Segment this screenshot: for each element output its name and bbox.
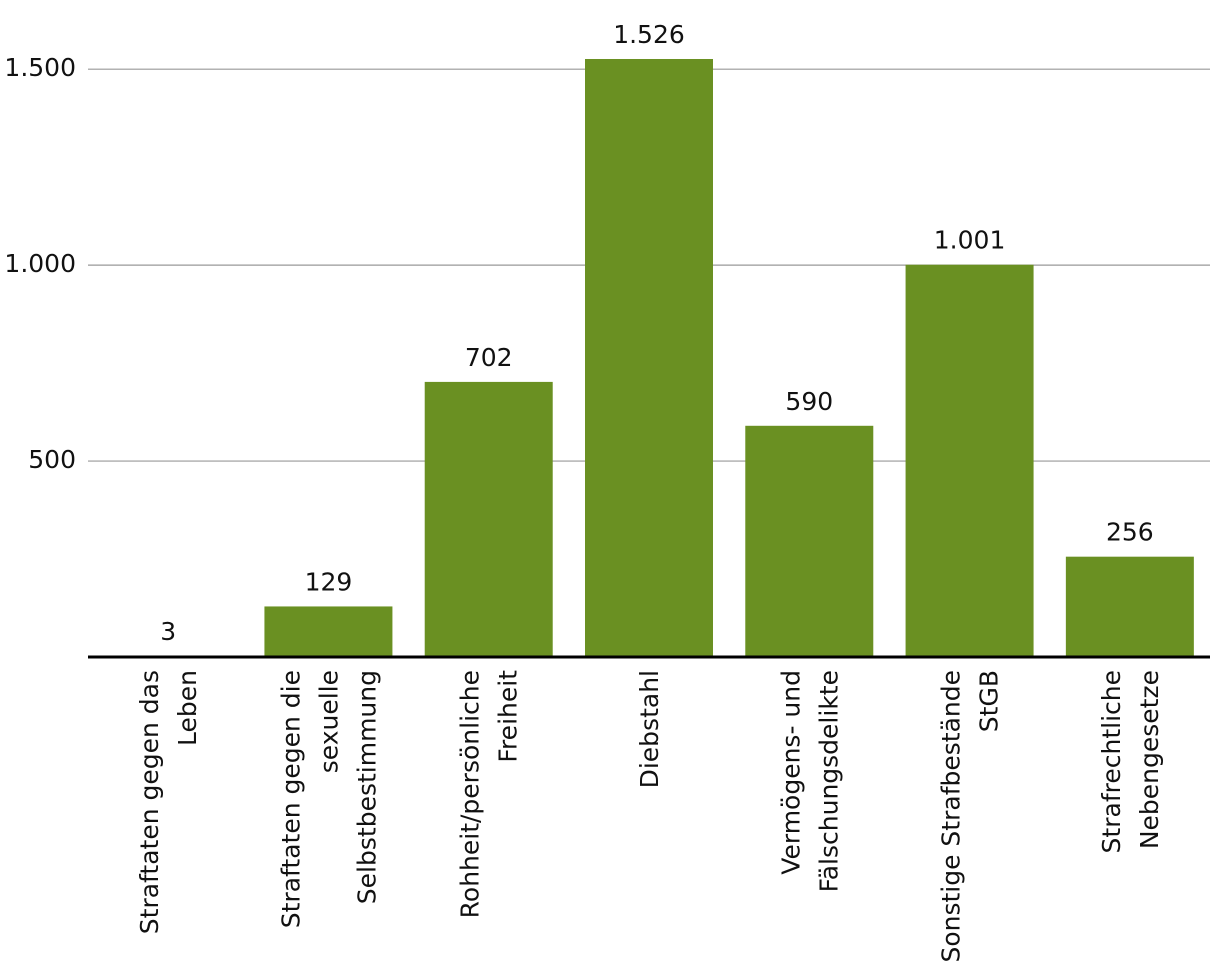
- value-label: 1.526: [613, 20, 685, 49]
- value-label: 702: [465, 343, 513, 372]
- x-tick-label: StGB: [975, 670, 1004, 732]
- value-label: 3: [160, 617, 176, 646]
- bar: [585, 58, 713, 657]
- value-label: 1.001: [934, 226, 1006, 255]
- x-tick-label: Sonstige Strafbestände: [937, 670, 966, 963]
- x-tick-label: Fälschungsdelikte: [814, 670, 843, 892]
- y-tick-label: 500: [28, 445, 76, 474]
- bar: [745, 425, 874, 657]
- x-tick-label: sexuelle: [314, 670, 343, 773]
- x-tick-label: Diebstahl: [635, 670, 664, 788]
- x-tick-label: Rohheit/persönliche: [456, 670, 485, 918]
- x-tick-label: Freiheit: [494, 670, 523, 763]
- y-tick-label: 1.000: [4, 249, 76, 278]
- value-label: 256: [1106, 518, 1154, 547]
- x-tick-label: Strafrechtliche: [1097, 670, 1126, 853]
- x-tick-label: Selbstbestimmung: [352, 670, 381, 904]
- x-tick-label: Leben: [173, 670, 202, 746]
- x-tick-label: Nebengesetze: [1135, 670, 1164, 849]
- bar: [264, 606, 393, 657]
- value-label: 590: [785, 387, 833, 416]
- bar: [424, 381, 553, 657]
- x-tick-label: Straftaten gegen die: [276, 670, 305, 928]
- x-tick-label: Vermögens- und: [776, 670, 805, 875]
- bar: [905, 264, 1034, 657]
- x-tick-label: Straftaten gegen das: [135, 670, 164, 934]
- y-tick-label: 1.500: [4, 53, 76, 82]
- bar: [1065, 556, 1194, 657]
- value-label: 129: [305, 567, 353, 596]
